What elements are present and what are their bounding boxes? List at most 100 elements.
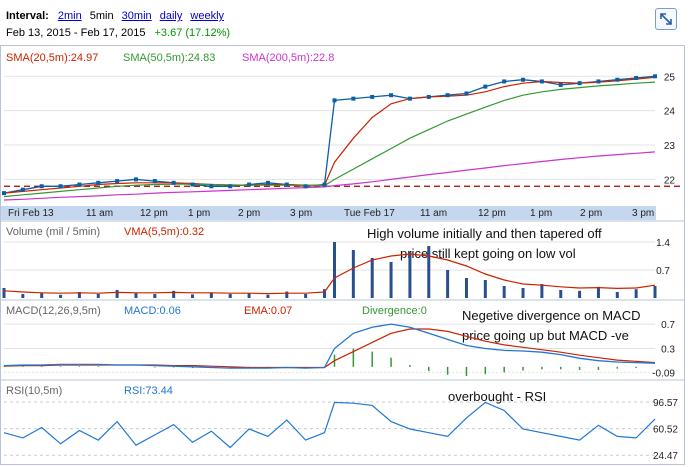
volume-bar (285, 291, 289, 298)
macd-value-legend: MACD:0.06 (124, 305, 181, 317)
price-point (265, 180, 270, 185)
sma20-line (3, 76, 656, 194)
volume-bar (247, 293, 251, 298)
volume-bar (464, 278, 468, 298)
price-point (20, 187, 25, 192)
price-point (2, 191, 6, 196)
volume-bar (370, 258, 374, 298)
volume-bar (191, 294, 195, 298)
time-axis-label-9: 1 pm (530, 208, 552, 219)
time-axis-label-4: 2 pm (238, 208, 260, 219)
price-point (464, 91, 469, 96)
date-range: Feb 13, 2015 - Feb 17, 2015 (6, 27, 146, 39)
volume-bar (502, 286, 506, 298)
price-point (596, 79, 601, 84)
macd-y-tick-1: 0.3 (661, 345, 675, 356)
volume-bar (446, 270, 450, 298)
price-point (445, 93, 450, 98)
vma-legend: VMA(5,5m):0.32 (124, 226, 205, 238)
price-point (284, 182, 289, 187)
price-line (3, 75, 656, 194)
interval-daily[interactable]: daily (159, 10, 183, 22)
price-point (634, 76, 639, 81)
interval-2min[interactable]: 2min (57, 10, 82, 22)
rsi-y-tick-0: 24.47 (653, 451, 678, 462)
volume-bar (408, 252, 412, 298)
sma200-line (3, 151, 656, 201)
sma20-legend: SMA(20,5m):24.97 (6, 52, 99, 64)
volume-bar (77, 292, 81, 298)
price-point (190, 182, 195, 187)
sma50-line (3, 81, 656, 198)
interval-5min[interactable]: 5min (89, 10, 114, 22)
price-y-tick-1: 23 (664, 141, 676, 152)
interval-30min[interactable]: 30min (121, 10, 152, 22)
price-point (407, 96, 412, 101)
volume-y-tick-0: 0.7 (656, 266, 670, 277)
rsi-annotation: overbought - RSI (448, 389, 547, 404)
volume-bar (653, 286, 657, 298)
price-point (332, 98, 337, 103)
date-range-row: Feb 13, 2015 - Feb 17, 2015 +3.67 (17.12… (6, 27, 230, 39)
price-point (303, 184, 308, 189)
ema-legend: EMA:0.07 (244, 305, 293, 317)
price-change: +3.67 (17.12%) (154, 27, 231, 39)
time-axis-label-7: 11 am (420, 208, 447, 219)
volume-bar (323, 289, 326, 298)
volume-bar (351, 250, 355, 298)
price-point (370, 94, 375, 99)
interval-selector: Interval: 2min 5min 30min daily weekly (6, 10, 224, 22)
price-point (539, 79, 544, 84)
price-point (426, 94, 431, 99)
vma-line (3, 253, 656, 295)
expand-icon (660, 13, 672, 25)
price-point (577, 81, 582, 86)
macd-line (3, 323, 656, 369)
volume-annotation-line2: price still kept going on low vol (400, 246, 576, 261)
macd-legend: MACD(12,26,9,5m) (6, 305, 101, 317)
rsi-y-tick-1: 60.52 (653, 425, 678, 436)
volume-bar (2, 288, 6, 298)
volume-bar (134, 293, 138, 298)
price-point (483, 84, 488, 89)
volume-bar (115, 290, 119, 298)
expand-button[interactable] (655, 8, 677, 30)
price-point (389, 93, 394, 98)
price-point (558, 82, 563, 87)
volume-bar (540, 284, 544, 298)
interval-weekly[interactable]: weekly (190, 10, 225, 22)
volume-bar (96, 294, 100, 298)
volume-bar (634, 289, 638, 298)
price-point (653, 74, 657, 79)
price-point (228, 184, 233, 189)
price-point (39, 184, 44, 189)
volume-bar (615, 292, 619, 298)
price-point (115, 179, 120, 184)
price-y-tick-0: 22 (664, 175, 676, 186)
volume-bar (304, 294, 308, 298)
macd-y-tick-0: -0.09 (652, 368, 675, 379)
price-point (209, 184, 214, 189)
volume-bar (266, 294, 270, 298)
sma200-legend: SMA(200,5m):22.8 (242, 52, 335, 64)
price-point (615, 77, 620, 82)
price-point (152, 179, 157, 184)
price-y-tick-2: 24 (664, 107, 676, 118)
macd-annotation-line2: price going up but MACD -ve (462, 328, 629, 343)
volume-bar (389, 262, 393, 298)
volume-bar (40, 293, 44, 298)
volume-y-tick-1: 1.4 (656, 238, 670, 249)
time-axis-label-0: Fri Feb 13 (8, 208, 54, 219)
price-point (351, 96, 356, 101)
volume-bar (172, 290, 176, 298)
price-point (322, 182, 327, 187)
chart-frame (0, 45, 685, 465)
time-axis-label-2: 12 pm (140, 208, 168, 219)
price-point (521, 77, 526, 82)
divergence-legend: Divergence:0 (362, 305, 427, 317)
volume-annotation-line1: High volume initially and then tapered o… (367, 226, 602, 241)
rsi-line (3, 401, 656, 449)
macd-y-tick-2: 0.7 (661, 320, 675, 331)
price-point (171, 180, 176, 185)
